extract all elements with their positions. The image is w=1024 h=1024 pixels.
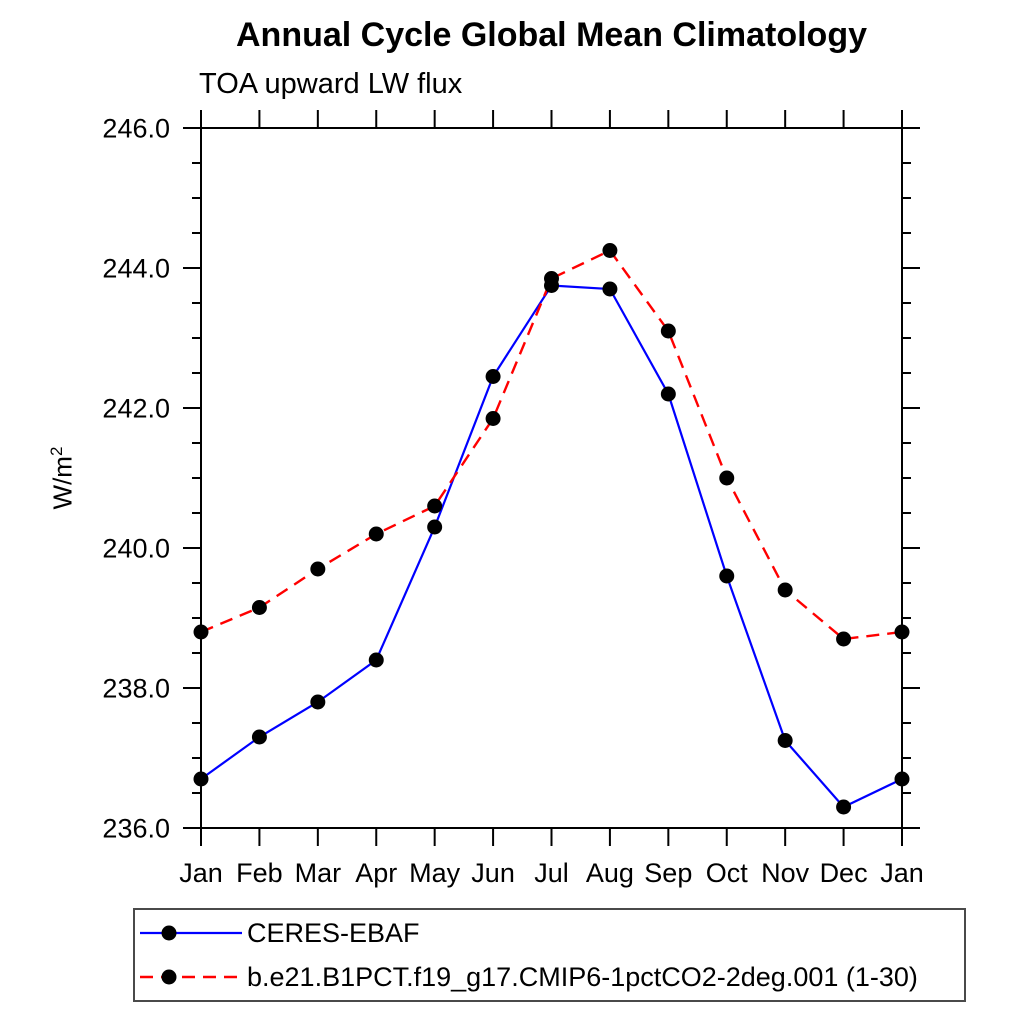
legend-item-model: b.e21.B1PCT.f19_g17.CMIP6-1pctCO2-2deg.0… xyxy=(135,956,964,998)
y-tick-label: 236.0 xyxy=(102,814,170,844)
data-point-marker-s0 xyxy=(894,771,910,787)
y-tick-label: 240.0 xyxy=(102,534,170,564)
data-point-marker-s1 xyxy=(193,624,209,640)
data-point-marker-s1 xyxy=(777,582,793,598)
legend-label-model: b.e21.B1PCT.f19_g17.CMIP6-1pctCO2-2deg.0… xyxy=(247,961,918,992)
y-tick-label: 244.0 xyxy=(102,254,170,284)
x-tick-label: Feb xyxy=(236,858,283,888)
data-point-marker-s0 xyxy=(777,733,793,748)
legend-marker-dot xyxy=(161,969,177,985)
data-point-marker-s1 xyxy=(544,271,559,286)
x-tick-label: Dec xyxy=(820,858,868,888)
data-point-marker-s1 xyxy=(310,561,326,577)
data-point-marker-s0 xyxy=(310,694,326,710)
x-tick-label: Mar xyxy=(295,858,342,888)
legend-box: CERES-EBAF b.e21.B1PCT.f19_g17.CMIP6-1pc… xyxy=(133,908,966,1002)
data-point-marker-s1 xyxy=(602,243,618,258)
y-tick-label: 246.0 xyxy=(102,114,170,144)
data-point-marker-s0 xyxy=(193,771,209,787)
x-tick-label: Jan xyxy=(880,858,924,888)
data-point-marker-s0 xyxy=(602,281,618,297)
data-point-marker-s1 xyxy=(660,323,676,339)
x-tick-label: Nov xyxy=(761,858,810,888)
y-tick-label: 238.0 xyxy=(102,674,170,704)
x-tick-label: May xyxy=(409,858,461,888)
x-tick-label: Sep xyxy=(644,858,692,888)
data-point-marker-s0 xyxy=(485,369,501,384)
data-point-marker-s1 xyxy=(485,411,501,426)
x-tick-label: Apr xyxy=(355,858,397,888)
legend-item-ceres-ebaf: CERES-EBAF xyxy=(135,912,964,954)
data-point-marker-s0 xyxy=(660,386,676,402)
x-tick-label: Jun xyxy=(471,858,515,888)
x-tick-label: Jul xyxy=(534,858,569,888)
data-point-marker-s1 xyxy=(251,600,267,615)
series-line-1 xyxy=(200,248,903,641)
series-line-0 xyxy=(200,284,903,809)
x-tick-label: Oct xyxy=(706,858,749,888)
data-point-marker-s0 xyxy=(368,652,384,668)
legend-line-sample-solid xyxy=(140,925,242,941)
data-point-marker-s1 xyxy=(427,498,443,514)
data-point-marker-s0 xyxy=(427,519,443,535)
data-point-marker-s1 xyxy=(836,631,852,647)
plot-border xyxy=(200,127,903,829)
x-tick-label: Jan xyxy=(179,858,223,888)
legend-line-sample-dashed xyxy=(140,969,242,985)
data-point-marker-s0 xyxy=(836,799,852,815)
data-point-marker-s1 xyxy=(719,470,735,486)
chart-subtitle: TOA upward LW flux xyxy=(199,68,463,100)
x-tick-label: Aug xyxy=(586,858,634,888)
chart-title: Annual Cycle Global Mean Climatology xyxy=(236,16,867,54)
data-point-marker-s1 xyxy=(894,624,910,640)
y-tick-label: 242.0 xyxy=(102,394,170,424)
data-point-marker-s0 xyxy=(251,729,267,745)
legend-label-ceres-ebaf: CERES-EBAF xyxy=(247,917,420,948)
legend-marker-dot xyxy=(161,925,177,941)
data-point-marker-s1 xyxy=(368,526,384,542)
data-point-marker-s0 xyxy=(719,568,735,584)
